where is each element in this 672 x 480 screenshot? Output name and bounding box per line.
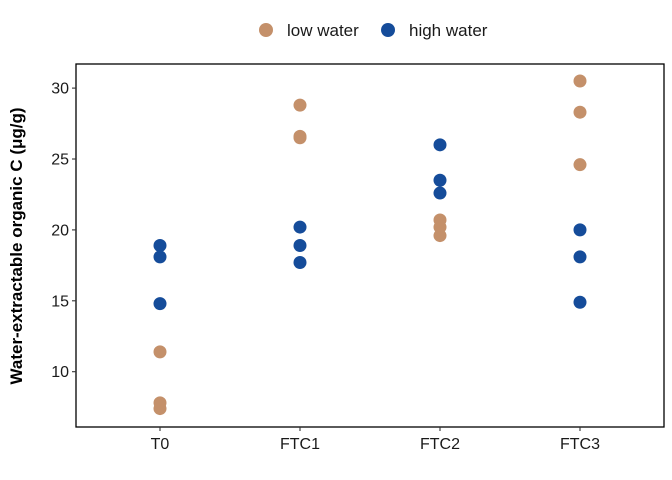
data-point — [153, 297, 167, 311]
data-point — [153, 250, 167, 264]
y-axis-title: Water-extractable organic C (μg/g) — [7, 107, 26, 384]
x-tick-label: FTC3 — [560, 436, 600, 453]
legend-label: high water — [409, 21, 488, 40]
data-point — [293, 256, 307, 270]
data-point — [293, 220, 307, 234]
legend-label: low water — [287, 21, 359, 40]
x-axis: T0 FTC1 FTC2 FTC3 — [151, 427, 600, 453]
y-tick-label: 25 — [51, 152, 69, 169]
data-point — [293, 131, 307, 145]
data-point — [573, 105, 587, 119]
data-points — [153, 74, 587, 416]
data-point — [153, 239, 167, 252]
data-point — [293, 98, 307, 112]
data-point — [573, 250, 587, 264]
data-point — [433, 173, 447, 187]
x-tick-label: FTC2 — [420, 436, 460, 453]
data-point — [433, 229, 447, 243]
y-tick-label: 30 — [51, 81, 69, 98]
data-point — [433, 138, 447, 152]
legend: low water high water — [259, 21, 488, 40]
y-tick-label: 20 — [51, 222, 69, 239]
y-tick-label: 10 — [51, 364, 69, 381]
legend-key — [259, 23, 273, 37]
plot-panel — [75, 63, 665, 428]
data-point — [153, 345, 167, 359]
data-point — [573, 74, 587, 88]
y-tick-label: 15 — [51, 293, 69, 310]
data-point — [293, 239, 307, 252]
data-point — [573, 158, 587, 172]
data-point — [153, 402, 167, 416]
y-axis: 10 15 20 25 30 — [51, 81, 76, 381]
data-point — [573, 223, 587, 237]
x-tick-label: T0 — [151, 436, 170, 453]
data-point — [433, 186, 447, 200]
data-point — [573, 295, 587, 309]
x-tick-label: FTC1 — [280, 436, 320, 453]
legend-key — [381, 23, 395, 37]
